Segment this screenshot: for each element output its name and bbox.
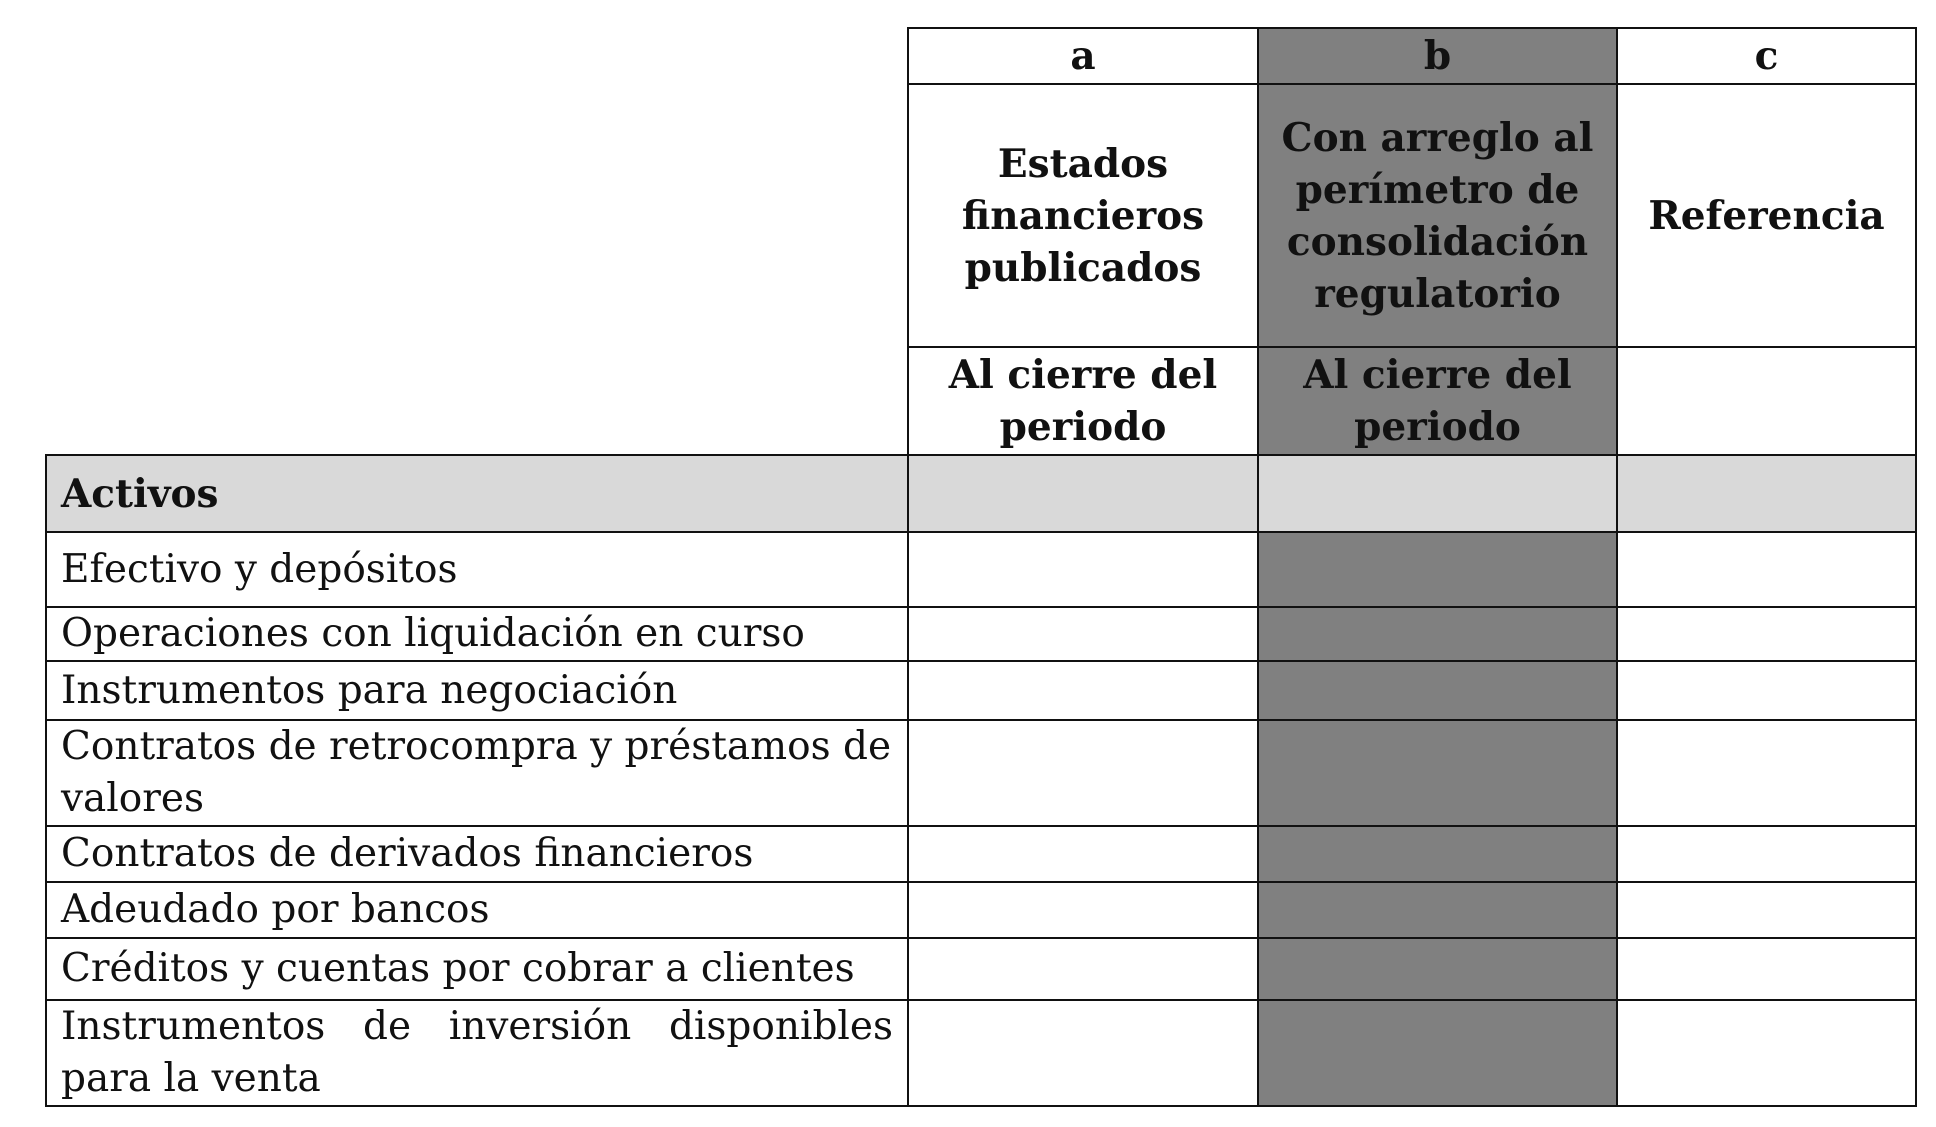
row-label: Instrumentos de inversión disponibles pa… <box>45 999 909 1107</box>
row-label: Adeudado por bancos <box>45 881 909 939</box>
balance-sheet-table: a b c Estados financieros publicados Con… <box>45 27 1917 1107</box>
cell-b <box>1257 454 1618 533</box>
cell-c <box>1616 881 1917 939</box>
row-label: Efectivo y depósitos <box>45 531 909 608</box>
cell-c <box>1616 999 1917 1107</box>
cell-a <box>907 454 1259 533</box>
table-row: Contratos de retrocompra y préstamos de … <box>45 719 1917 827</box>
column-letter-b: b <box>1257 27 1618 85</box>
row-label: Instrumentos para negociación <box>45 660 909 721</box>
table-row: Efectivo y depósitos <box>45 531 1917 608</box>
row-label: Operaciones con liquidación en curso <box>45 606 909 662</box>
cell-a <box>907 660 1259 721</box>
column-title-c: Referencia <box>1616 83 1917 348</box>
cell-c <box>1616 937 1917 1001</box>
empty-corner <box>46 28 908 456</box>
table-row: Instrumentos de inversión disponibles pa… <box>45 999 1917 1107</box>
cell-c <box>1616 825 1917 883</box>
column-letter-c: c <box>1616 27 1917 85</box>
column-period-a: Al cierre del periodo <box>907 346 1259 456</box>
cell-b <box>1257 881 1618 939</box>
table-row: Instrumentos para negociación <box>45 660 1917 721</box>
row-label: Contratos de derivados financieros <box>45 825 909 883</box>
cell-c <box>1616 660 1917 721</box>
cell-a <box>907 881 1259 939</box>
table-row: Contratos de derivados financieros <box>45 825 1917 883</box>
cell-b <box>1257 999 1618 1107</box>
table-row: Operaciones con liquidación en curso <box>45 606 1917 662</box>
cell-b <box>1257 719 1618 827</box>
cell-b <box>1257 606 1618 662</box>
cell-a <box>907 719 1259 827</box>
cell-a <box>907 531 1259 608</box>
cell-a <box>907 606 1259 662</box>
row-label: Créditos y cuentas por cobrar a clientes <box>45 937 909 1001</box>
cell-b <box>1257 531 1618 608</box>
cell-c <box>1616 454 1917 533</box>
section-row: Activos <box>45 454 1917 533</box>
column-title-b: Con arreglo al perímetro de consolidació… <box>1257 83 1618 348</box>
cell-a <box>907 825 1259 883</box>
cell-a <box>907 999 1259 1107</box>
cell-b <box>1257 937 1618 1001</box>
row-label: Contratos de retrocompra y préstamos de … <box>45 719 909 827</box>
cell-b <box>1257 825 1618 883</box>
section-label: Activos <box>45 454 909 533</box>
cell-b <box>1257 660 1618 721</box>
cell-c <box>1616 606 1917 662</box>
cell-c <box>1616 531 1917 608</box>
column-period-c <box>1616 346 1917 456</box>
cell-a <box>907 937 1259 1001</box>
cell-c <box>1616 719 1917 827</box>
column-title-a: Estados financieros publicados <box>907 83 1259 348</box>
column-letter-a: a <box>907 27 1259 85</box>
table-row: Créditos y cuentas por cobrar a clientes <box>45 937 1917 1001</box>
column-period-b: Al cierre del periodo <box>1257 346 1618 456</box>
table-row: Adeudado por bancos <box>45 881 1917 939</box>
